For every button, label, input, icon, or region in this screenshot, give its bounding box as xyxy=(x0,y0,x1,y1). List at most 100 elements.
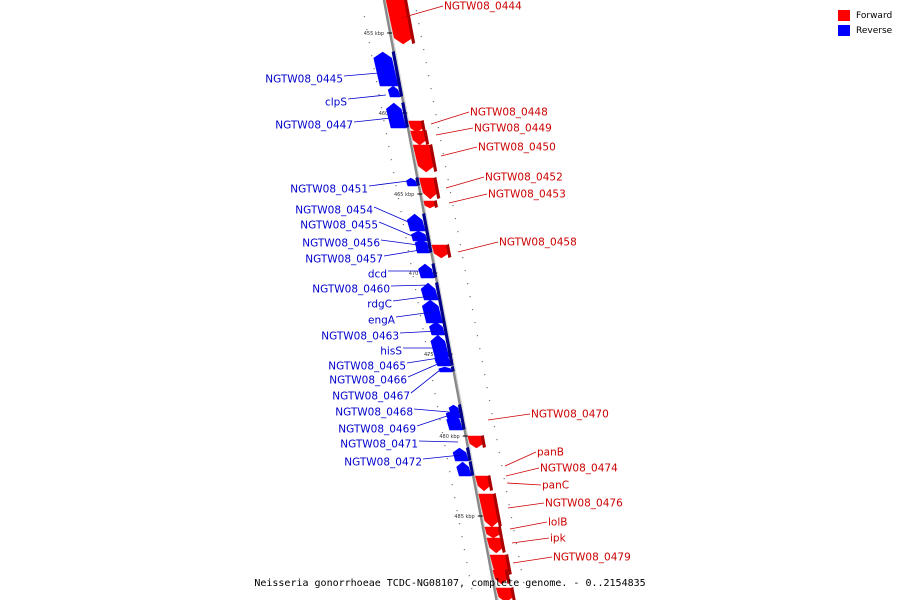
gene-label-ngtw08-0450: NGTW08_0450 xyxy=(478,142,556,154)
forward-track-dot xyxy=(440,140,442,142)
gene-label-ngtw08-0465: NGTW08_0465 xyxy=(328,361,406,373)
gene-label-ngtw08-0447: NGTW08_0447 xyxy=(275,120,353,132)
forward-track-dot xyxy=(462,257,464,259)
forward-track-dot xyxy=(479,348,481,350)
gene-block-shade-ngtw08-0465 xyxy=(449,359,454,366)
gene-block-ngtw08-0479 xyxy=(495,587,514,600)
gene-block-shade-ngtw08-0448 xyxy=(420,120,426,132)
reverse-track-dot xyxy=(446,458,448,460)
gene-leader-panc xyxy=(506,482,542,486)
gene-leader-ngtw08-0447 xyxy=(353,117,392,123)
gene-block-shade-ngtw08-0451 xyxy=(415,177,420,186)
gene-leader-ngtw08-0463 xyxy=(399,330,439,334)
legend-forward: Forward xyxy=(838,8,892,23)
reverse-track-dot xyxy=(368,42,370,44)
gene-leader-ngtw08-0467 xyxy=(410,369,441,394)
reverse-track-dot xyxy=(383,120,385,122)
gene-block-shade-rdgc xyxy=(438,299,446,323)
gene-block-shade-clps xyxy=(398,85,404,97)
gene-block-ngtw08-0453 xyxy=(423,200,436,209)
gene-leader-ngtw08-0453 xyxy=(448,193,488,204)
reverse-track-dot xyxy=(402,224,405,226)
gene-leader-panb xyxy=(504,451,537,467)
legend: Forward Reverse xyxy=(838,8,892,38)
reverse-track-dot xyxy=(461,536,463,538)
reverse-track-dot xyxy=(456,510,458,512)
forward-track-dot xyxy=(423,49,425,51)
forward-track-dot xyxy=(474,322,476,324)
gene-label-panb: panB xyxy=(537,447,564,459)
scale-tick-label: 455 kbp xyxy=(364,31,384,37)
gene-leader-ngtw08-0449 xyxy=(435,127,474,136)
reverse-track-dot xyxy=(373,68,375,70)
gene-leader-ngtw08-0465 xyxy=(406,357,440,364)
gene-block-panb xyxy=(474,475,491,492)
forward-track-dot xyxy=(452,205,454,207)
gene-label-ngtw08-0468: NGTW08_0468 xyxy=(335,407,413,419)
gene-label-ngtw08-0445: NGTW08_0445 xyxy=(265,74,343,86)
gene-block-shade-ngtw08-0455 xyxy=(425,230,431,241)
gene-label-ngtw08-0451: NGTW08_0451 xyxy=(290,184,368,196)
forward-track-dot xyxy=(469,296,471,298)
gene-block-shade-ngtw08-0471 xyxy=(465,447,472,461)
track-dots xyxy=(363,10,525,590)
forward-track-dot xyxy=(445,166,447,168)
forward-track-dot xyxy=(510,517,513,519)
gene-block-shade-lolb xyxy=(505,554,512,575)
forward-track-dot xyxy=(428,75,430,77)
reverse-track-dot xyxy=(366,29,368,31)
reverse-track-dot xyxy=(385,133,387,135)
gene-labels: NGTW08_0444 NGTW08_0445 clpS NGTW08_0447 NGT… xyxy=(265,1,631,564)
gene-label-panc: panC xyxy=(542,480,569,492)
gene-leader-clps xyxy=(347,94,387,100)
forward-track-dot xyxy=(484,374,486,376)
gene-label-ngtw08-0455: NGTW08_0455 xyxy=(300,220,378,232)
gene-leader-ngtw08-0451 xyxy=(368,180,409,187)
reverse-track-dot xyxy=(417,302,419,304)
forward-track-dot xyxy=(459,244,461,246)
label-leaders xyxy=(343,5,553,564)
forward-track-dot xyxy=(457,231,459,233)
gene-leader-ngtw08-0479 xyxy=(512,556,553,564)
forward-track-dot xyxy=(508,504,510,506)
gene-block-shade-ngtw08-0476 xyxy=(499,537,506,553)
reverse-track-dot xyxy=(400,211,402,213)
gene-block-shade-ngtw08-0453 xyxy=(433,200,438,208)
gene-block-ngtw08-0472 xyxy=(456,461,472,477)
forward-track-dot xyxy=(476,335,478,337)
gene-label-ipk: ipk xyxy=(550,533,567,545)
gene-leader-ngtw08-0472 xyxy=(422,454,462,460)
forward-track-dot xyxy=(449,192,452,194)
forward-track-dot xyxy=(493,426,496,428)
gene-block-shade-ngtw08-0469 xyxy=(459,413,466,430)
reverse-track-dot xyxy=(405,237,407,239)
gene-leader-ngtw08-0458 xyxy=(457,241,499,253)
forward-track-dot xyxy=(518,556,520,558)
reverse-track-dot xyxy=(363,16,366,18)
gene-block-shade-panb xyxy=(487,475,494,491)
forward-track-dot xyxy=(420,36,422,38)
gene-label-ngtw08-0467: NGTW08_0467 xyxy=(332,391,410,403)
forward-track-dot xyxy=(486,387,488,389)
reverse-track-dot xyxy=(466,562,468,564)
gene-leader-ngtw08-0471 xyxy=(418,440,459,443)
gene-leader-ngtw08-0476 xyxy=(507,502,545,509)
gene-block-shade-ngtw08-0454 xyxy=(422,213,429,231)
gene-block-shade-ngtw08-0466 xyxy=(450,366,455,372)
gene-block-shade-dcd xyxy=(431,263,438,278)
gene-label-ngtw08-0448: NGTW08_0448 xyxy=(470,107,548,119)
reverse-track-dot xyxy=(371,55,373,57)
gene-label-clps: clpS xyxy=(325,97,347,109)
scale-tick-label: 465 kbp xyxy=(394,192,414,198)
gene-label-rdgc: rdgC xyxy=(367,299,392,311)
reverse-track-dot xyxy=(471,588,473,590)
forward-track-dot xyxy=(520,569,522,571)
genome-caption: Neisseria gonorrhoeae TCDC-NG08107, comp… xyxy=(254,578,646,589)
gene-block-clps xyxy=(387,85,401,98)
gene-label-enga: engA xyxy=(368,315,396,327)
reverse-track-dot xyxy=(378,94,380,96)
gene-block-ngtw08-0449 xyxy=(410,130,427,146)
gene-leader-ngtw08-0468 xyxy=(413,408,450,413)
forward-track-dot xyxy=(435,114,437,116)
gene-label-ngtw08-0466: NGTW08_0466 xyxy=(329,375,407,387)
